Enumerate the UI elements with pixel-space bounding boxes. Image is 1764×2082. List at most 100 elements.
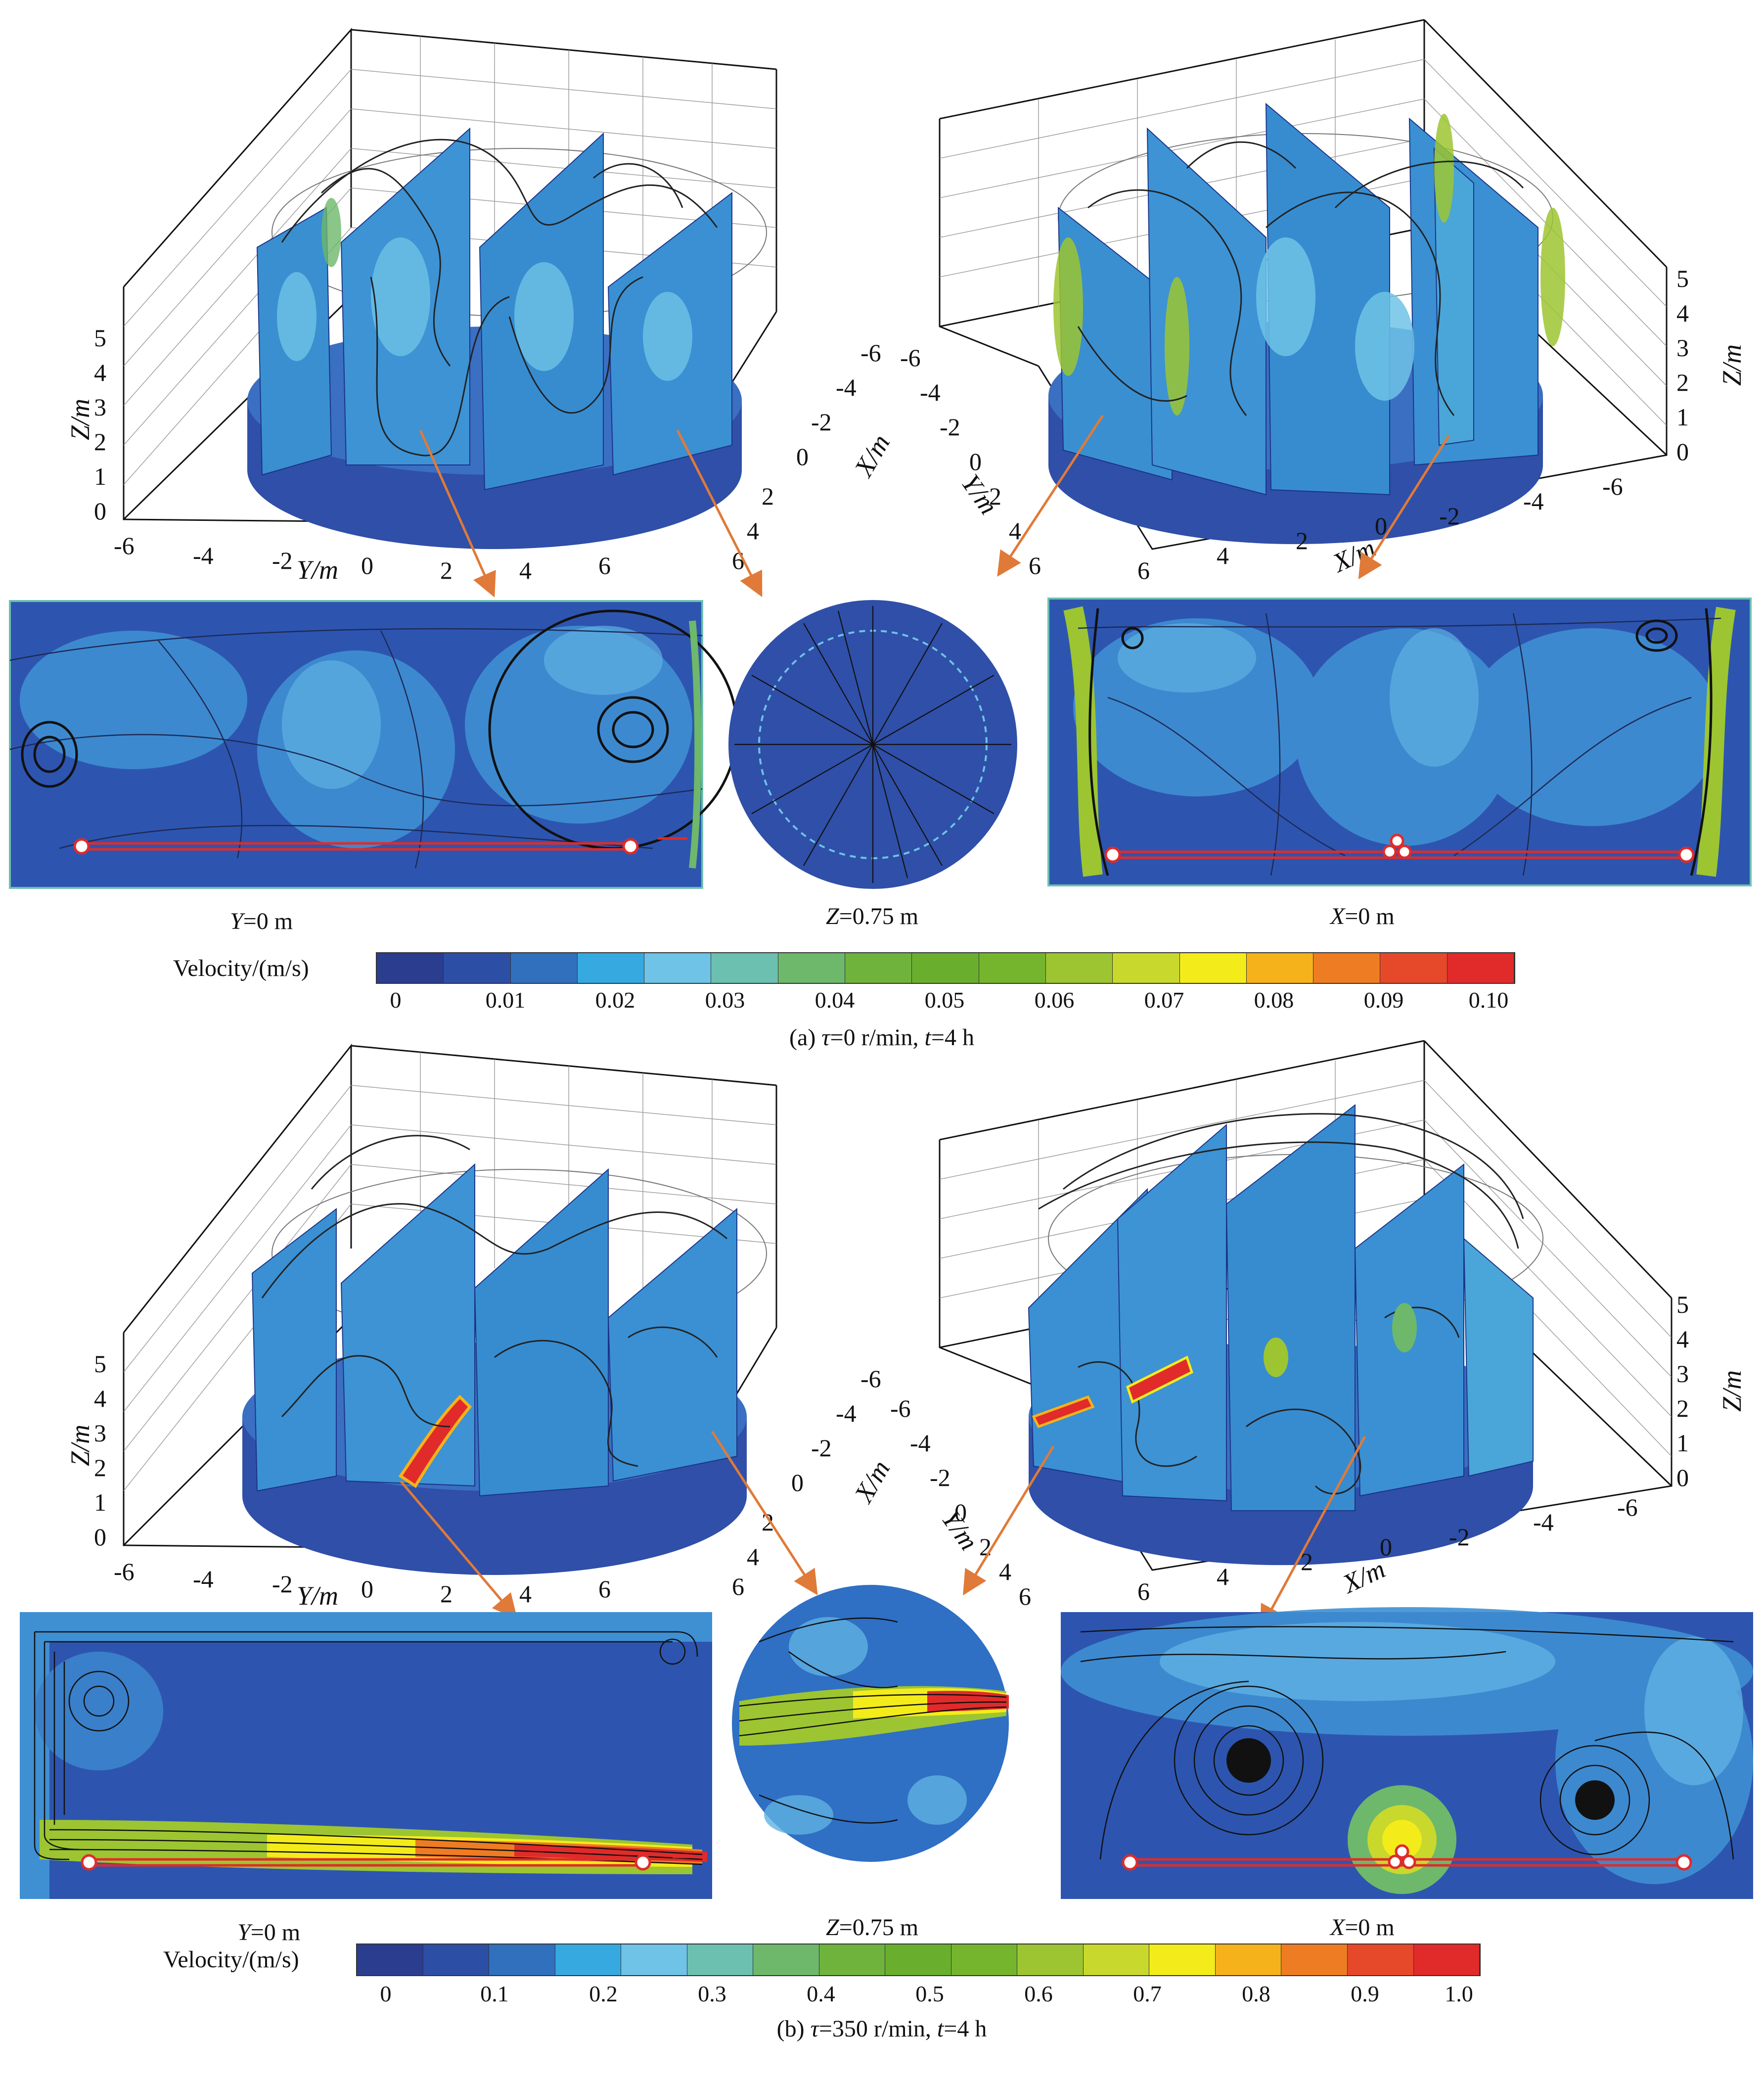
z-tick: 0: [1676, 438, 1689, 465]
y-tick: -6: [114, 532, 135, 559]
section-z075-contour: [732, 1585, 1009, 1862]
colorbar-title: Velocity/(m/s): [173, 955, 309, 981]
colorbar-swatch: [577, 953, 645, 983]
colorbar-swatch: [687, 1944, 754, 1975]
z-tick: 1: [1676, 403, 1689, 431]
y-tick: 6: [1019, 1582, 1031, 1610]
x-tick: -4: [836, 373, 857, 401]
colorbar-swatch: [510, 953, 578, 983]
y-axis-ticks: -6 -4 -2 0 2 4 6: [114, 532, 611, 584]
x-tick: 6: [1137, 556, 1150, 584]
colorbar-swatch: [885, 1944, 951, 1975]
z-tick: 5: [94, 1350, 106, 1378]
x-tick: -4: [1533, 1508, 1554, 1536]
y-tick: 6: [598, 552, 611, 579]
z-tick: 4: [94, 359, 106, 386]
section-x0-contour: [1061, 1607, 1753, 1899]
colorbar-ticks: 0 0.01 0.02 0.03 0.04 0.05 0.06 0.07 0.0…: [376, 987, 1513, 1017]
x-tick: -6: [860, 339, 881, 367]
colorbar-swatch: [377, 953, 444, 983]
x-tick: -4: [836, 1399, 857, 1427]
colorbar-tick: 0.05: [924, 987, 965, 1013]
section-var: Y: [230, 908, 243, 934]
x-tick: 4: [1217, 542, 1229, 569]
colorbar-swatch: [644, 953, 712, 983]
caption-tau: τ: [810, 2016, 819, 2042]
colorbar-swatch: [979, 953, 1046, 983]
colorbar-swatch: [1380, 953, 1447, 983]
colorbar-tick: 0.08: [1254, 987, 1294, 1013]
section-value: =0 m: [243, 908, 293, 934]
z-axis-label: Z/m: [1717, 1370, 1747, 1412]
colorbar-swatch: [1447, 953, 1515, 983]
x-tick: 0: [791, 1469, 804, 1496]
tank-3d-view-right: 0 1 2 3 4 5 Z/m -6 -4 -2 0 2 4 6 Y/m -6 …: [900, 19, 1747, 584]
section-y0-contour: [9, 600, 738, 889]
z-tick: 4: [1676, 1325, 1689, 1353]
z-tick: 0: [94, 1523, 106, 1551]
colorbar-tick: 0.03: [705, 987, 745, 1013]
caption-tau: τ: [821, 1024, 830, 1051]
colorbar-tick: 0.01: [485, 987, 526, 1013]
section-var: X: [1330, 903, 1345, 929]
caption-tau-value: =350 r/min,: [818, 2016, 937, 2042]
colorbar-swatch: [845, 953, 912, 983]
y-tick: -2: [272, 547, 293, 574]
colorbar-swatch: [819, 1944, 886, 1975]
colorbar-swatch: [444, 953, 511, 983]
z-tick: 2: [94, 428, 106, 456]
y-tick: 0: [361, 1575, 373, 1603]
colorbar-swatch: [621, 1944, 687, 1975]
tank-3d-view-left: 0 1 2 3 4 5 Z/m -6 -4 -2 0 2 4 6 Y/m -6 …: [65, 28, 896, 585]
colorbar-title: Velocity/(m/s): [163, 1946, 299, 1973]
x-tick: 6: [732, 1573, 744, 1600]
colorbar-tick: 0.09: [1363, 987, 1404, 1013]
z-tick: 4: [1676, 299, 1689, 327]
x-tick: -2: [811, 1434, 832, 1462]
section-y0-contour: [20, 1612, 712, 1899]
colorbar-swatch: [1281, 1944, 1348, 1975]
y-tick: -4: [910, 1429, 931, 1457]
colorbar-swatch: [1045, 953, 1113, 983]
section-value: =0 m: [1345, 1914, 1395, 1941]
panel-b: 0 1 2 3 4 5 Z/m -6 -4 -2 0 2 4 6 Y/m -6 …: [0, 1040, 1764, 2082]
section-x0-contour: [1047, 598, 1752, 886]
colorbar-tick: 0.1: [480, 1981, 509, 2006]
z-tick: 3: [94, 1419, 106, 1447]
colorbar-tick: 0.8: [1242, 1981, 1270, 2006]
panel-a: 0 1 2 3 4 5 Z/m -6 -4 -2 0 2 4 6 Y/m -6 …: [9, 19, 1752, 1051]
colorbar-tick: 0.2: [589, 1981, 618, 2006]
y-tick: 4: [519, 1580, 532, 1608]
y-tick: 4: [519, 556, 532, 584]
colorbar-tick: 0: [380, 1981, 392, 2006]
z-tick: 5: [1676, 265, 1689, 292]
colorbar-swatch: [1413, 1944, 1480, 1975]
colorbar-swatch: [423, 1944, 490, 1975]
colorbar-tick: 0.02: [595, 987, 635, 1013]
z-tick: 3: [1676, 334, 1689, 362]
y-tick: 2: [440, 556, 452, 584]
colorbar-swatch: [912, 953, 979, 983]
z-tick: 0: [1676, 1464, 1689, 1491]
colorbar-swatch: [1246, 953, 1314, 983]
y-axis-label: Y/m: [297, 1581, 338, 1611]
z-tick: 3: [1676, 1360, 1689, 1388]
z-tick: 1: [94, 463, 106, 490]
section-var: X: [1330, 1914, 1345, 1941]
x-tick: 0: [1380, 1533, 1392, 1561]
colorbar-tick: 0.4: [807, 1981, 835, 2006]
colorbar-swatch: [555, 1944, 622, 1975]
x-tick: 0: [796, 443, 809, 470]
colorbar-tick: 0.04: [814, 987, 855, 1013]
y-axis-ticks: -6 -4 -2 0 2 4 6: [114, 1558, 611, 1608]
x-tick: -2: [1439, 502, 1460, 530]
section-var: Z: [826, 903, 839, 929]
x-tick: -6: [1617, 1493, 1638, 1521]
x-axis-ticks: -6 -4 -2 0 2 4 6: [732, 339, 881, 574]
section-label-z: Z=0.75 m: [826, 903, 918, 930]
colorbar-swatch: [1313, 953, 1381, 983]
caption-t: t: [924, 1024, 931, 1051]
y-tick: -6: [900, 344, 921, 371]
colorbar-swatch: [1215, 1944, 1282, 1975]
y-tick: -6: [890, 1394, 911, 1422]
